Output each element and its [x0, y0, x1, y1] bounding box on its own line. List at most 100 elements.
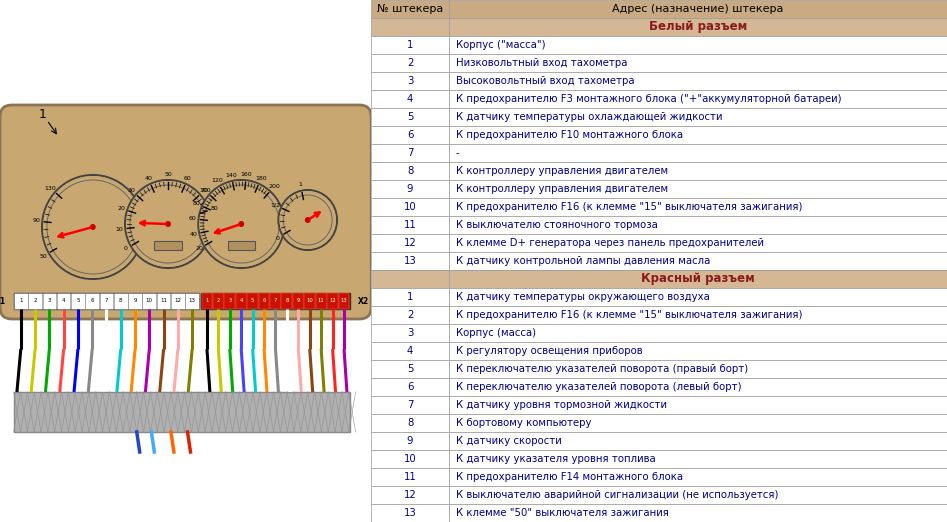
Bar: [449, 378, 947, 396]
FancyBboxPatch shape: [0, 105, 371, 319]
Text: 3: 3: [47, 299, 51, 303]
Text: 7: 7: [407, 148, 413, 158]
Text: 12: 12: [403, 490, 417, 500]
Text: К контроллеру управления двигателем: К контроллеру управления двигателем: [456, 184, 668, 194]
Text: 5: 5: [407, 112, 413, 122]
Text: 0: 0: [276, 235, 279, 241]
Bar: [449, 108, 947, 126]
Text: 100: 100: [199, 188, 211, 193]
Bar: [449, 180, 947, 198]
Text: 7: 7: [407, 400, 413, 410]
Bar: [449, 144, 947, 162]
Bar: [371, 360, 449, 378]
Text: К выключателю аварийной сигнализации (не используется): К выключателю аварийной сигнализации (не…: [456, 490, 778, 500]
Bar: [43, 293, 56, 309]
Text: 40: 40: [189, 232, 198, 237]
Text: X2: X2: [358, 296, 368, 305]
Text: 10: 10: [403, 454, 417, 464]
Bar: [371, 18, 449, 36]
Bar: [371, 468, 449, 486]
Text: 3: 3: [407, 76, 413, 86]
Text: 1: 1: [19, 299, 23, 303]
Bar: [371, 162, 449, 180]
Bar: [449, 252, 947, 270]
Bar: [449, 396, 947, 414]
Text: 12: 12: [330, 299, 336, 303]
Text: 40: 40: [144, 176, 152, 181]
Text: К предохранителю F16 (к клемме "15" выключателя зажигания): К предохранителю F16 (к клемме "15" выкл…: [456, 310, 802, 320]
Bar: [371, 396, 449, 414]
Text: 0: 0: [124, 246, 128, 252]
Bar: [449, 216, 947, 234]
Text: К датчику температуры охлаждающей жидкости: К датчику температуры охлаждающей жидкос…: [456, 112, 723, 122]
Bar: [339, 293, 349, 309]
Text: 11: 11: [318, 299, 325, 303]
Bar: [449, 414, 947, 432]
Bar: [449, 324, 947, 342]
Text: К переключателю указателей поворота (правый борт): К переключателю указателей поворота (пра…: [456, 364, 748, 374]
Bar: [449, 90, 947, 108]
Bar: [371, 54, 449, 72]
Text: 11: 11: [160, 299, 167, 303]
Text: 10: 10: [146, 299, 152, 303]
Circle shape: [43, 176, 143, 278]
Bar: [57, 293, 70, 309]
Bar: [449, 162, 947, 180]
Text: 20: 20: [195, 246, 203, 252]
Text: 9: 9: [296, 299, 300, 303]
Text: 12: 12: [403, 238, 417, 248]
Bar: [371, 252, 449, 270]
Text: К датчику скорости: К датчику скорости: [456, 436, 562, 446]
Text: 140: 140: [225, 173, 237, 177]
Bar: [371, 486, 449, 504]
Text: 2: 2: [33, 299, 37, 303]
Text: 6: 6: [262, 299, 266, 303]
Bar: [128, 293, 142, 309]
Bar: [371, 0, 449, 18]
Text: 70: 70: [201, 188, 208, 193]
Text: 13: 13: [403, 256, 417, 266]
Bar: [449, 432, 947, 450]
Bar: [449, 270, 947, 288]
Text: К бортовому компьютеру: К бортовому компьютеру: [456, 418, 591, 428]
Text: X1: X1: [0, 296, 6, 305]
Text: 60: 60: [188, 216, 197, 221]
Bar: [247, 293, 259, 309]
Bar: [449, 126, 947, 144]
Text: 4: 4: [407, 94, 413, 104]
Text: 9: 9: [407, 436, 413, 446]
Text: 3: 3: [407, 328, 413, 338]
Bar: [449, 18, 947, 36]
Bar: [304, 293, 315, 309]
Text: 6: 6: [91, 299, 94, 303]
Bar: [227, 241, 255, 250]
Text: 2: 2: [407, 310, 413, 320]
Bar: [154, 241, 182, 250]
Bar: [99, 293, 114, 309]
Text: 8: 8: [119, 299, 122, 303]
Bar: [371, 126, 449, 144]
Text: 2: 2: [217, 299, 220, 303]
Text: 30: 30: [128, 188, 135, 193]
Text: 1: 1: [407, 292, 413, 302]
Text: 13: 13: [403, 508, 417, 518]
Bar: [449, 450, 947, 468]
Text: К выключателю стояночного тормоза: К выключателю стояночного тормоза: [456, 220, 658, 230]
Text: 120: 120: [211, 178, 223, 183]
Text: № штекера: № штекера: [377, 4, 443, 14]
Text: 1: 1: [298, 182, 302, 187]
Bar: [371, 90, 449, 108]
Bar: [236, 293, 246, 309]
Bar: [449, 306, 947, 324]
Bar: [371, 180, 449, 198]
Text: К предохранителю F14 монтажного блока: К предохранителю F14 монтажного блока: [456, 472, 683, 482]
Bar: [449, 72, 947, 90]
Text: 1: 1: [205, 299, 208, 303]
Bar: [71, 293, 85, 309]
Text: 200: 200: [268, 184, 280, 189]
Bar: [315, 293, 327, 309]
Bar: [371, 324, 449, 342]
Text: 12: 12: [174, 299, 182, 303]
Text: 180: 180: [256, 176, 267, 181]
Text: 6: 6: [407, 382, 413, 392]
